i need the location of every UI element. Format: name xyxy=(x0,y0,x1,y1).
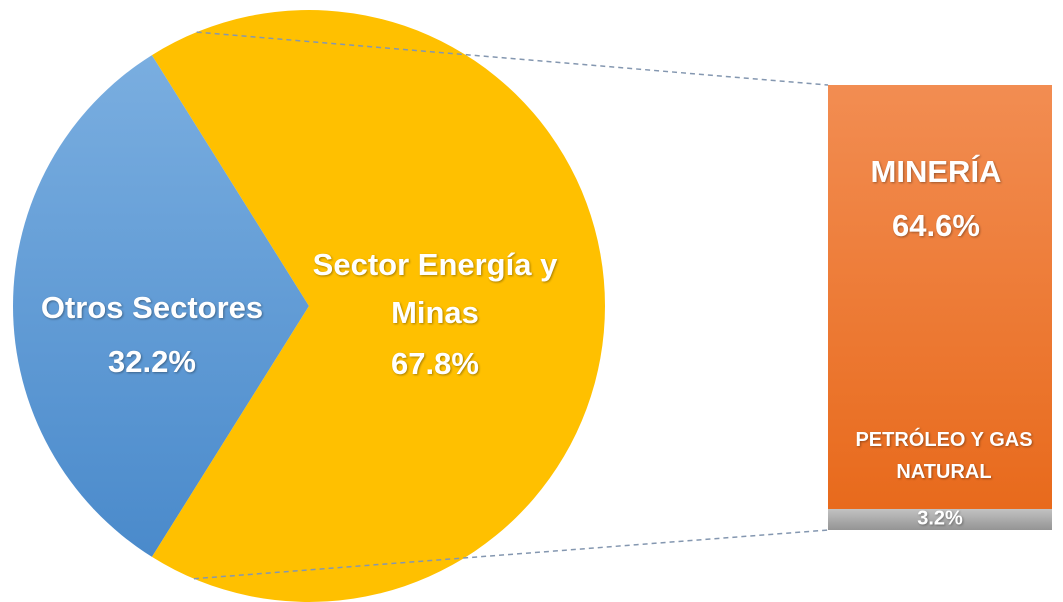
pie-slice xyxy=(12,55,310,557)
data-label: 64.6% xyxy=(892,208,980,243)
bar-segment xyxy=(828,508,1052,530)
bar-segment xyxy=(828,85,1052,509)
connector-line xyxy=(193,529,829,580)
data-label: Otros Sectores xyxy=(40,290,264,325)
pie-slice xyxy=(151,10,606,602)
data-label: MINERÍA xyxy=(870,154,1002,189)
data-label: 32.2% xyxy=(108,344,196,379)
data-label: 3.2% xyxy=(917,507,963,530)
data-label: 67.8% xyxy=(391,346,479,381)
connector-line xyxy=(196,31,829,86)
data-label: PETRÓLEO Y GAS NATURAL xyxy=(855,429,1033,483)
data-label: Sector Energía y Minas xyxy=(312,247,558,330)
